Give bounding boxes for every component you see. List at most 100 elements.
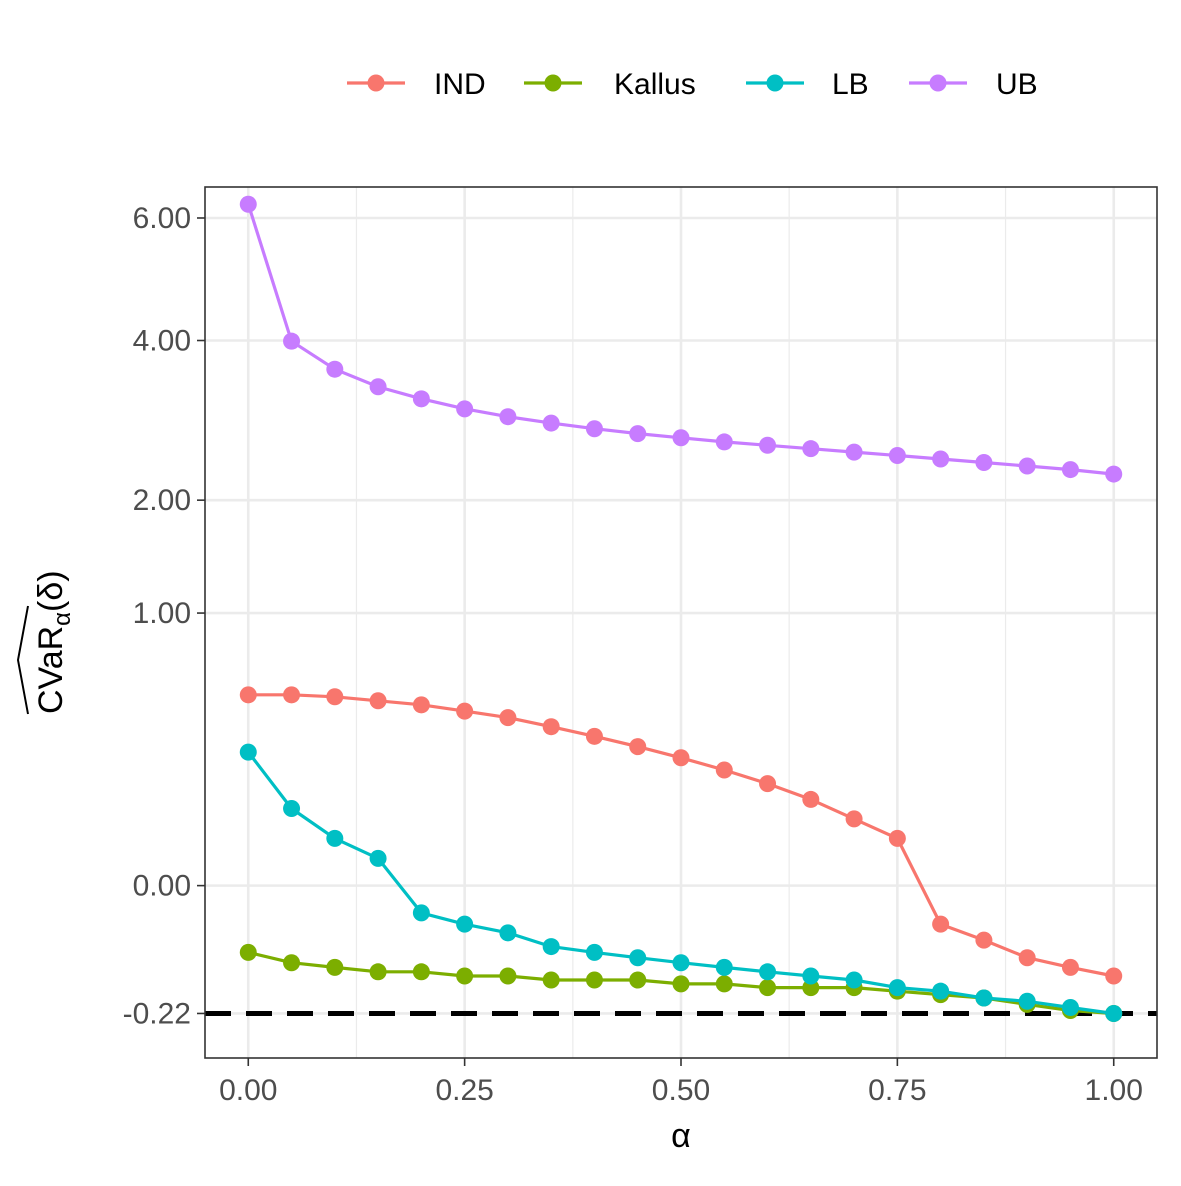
data-point-kallus (369, 963, 387, 981)
data-point-ub (1061, 461, 1079, 479)
legend-item-lb: LB (746, 68, 869, 101)
legend-item-ind: IND (347, 68, 486, 101)
x-tick-label: 0.50 (652, 1074, 710, 1107)
legend-item-ub: UB (909, 68, 1038, 101)
data-point-ind (499, 709, 517, 727)
data-point-lb (585, 943, 603, 961)
data-point-kallus (283, 954, 301, 972)
data-point-ub (456, 400, 474, 418)
data-point-ub (932, 450, 950, 468)
data-point-kallus (585, 971, 603, 989)
data-point-ub (239, 195, 257, 213)
data-point-ind (629, 738, 647, 756)
legend-key-point (544, 74, 562, 92)
data-point-lb (845, 971, 863, 989)
x-axis-title: α (671, 1117, 691, 1155)
data-point-lb (499, 924, 517, 942)
series-ind (239, 686, 1123, 985)
legend-item-kallus: Kallus (524, 68, 696, 101)
data-point-ind (369, 692, 387, 710)
data-point-lb (759, 963, 777, 981)
y-tick-label: 2.00 (133, 484, 191, 517)
x-tick-label: 0.25 (435, 1074, 493, 1107)
data-point-ind (672, 749, 690, 767)
data-point-ind (542, 718, 560, 736)
legend-label: IND (434, 68, 486, 101)
axes: 0.00 0.25 0.50 0.75 1.00 -0.22 0.00 1.00 2.00 4.0… (123, 202, 1143, 1107)
data-point-kallus (499, 967, 517, 985)
data-point-ind (1105, 967, 1123, 985)
data-point-ind (845, 810, 863, 828)
data-point-kallus (456, 967, 474, 985)
data-point-ub (672, 429, 690, 447)
data-point-ind (932, 915, 950, 933)
data-point-ub (585, 420, 603, 438)
data-point-ind (1061, 958, 1079, 976)
data-point-ub (1105, 465, 1123, 483)
legend-label: Kallus (614, 68, 696, 101)
svg-text:CVaRα(δ): CVaRα(δ) (32, 570, 76, 714)
data-point-lb (239, 743, 257, 761)
y-axis-title-argument: (δ) (32, 570, 70, 612)
data-point-lb (629, 949, 647, 967)
data-point-ub (759, 436, 777, 454)
data-point-kallus (239, 943, 257, 961)
legend-key-point (766, 74, 784, 92)
data-point-lb (672, 954, 690, 972)
data-point-lb (412, 904, 430, 922)
data-point-lb (975, 989, 993, 1007)
data-point-kallus (715, 975, 733, 993)
data-point-lb (456, 915, 474, 933)
data-point-ub (542, 414, 560, 432)
legend-label: UB (996, 68, 1038, 101)
y-axis-title-main: CVaR (32, 626, 70, 714)
data-point-ind (326, 688, 344, 706)
data-point-ub (1018, 457, 1036, 475)
y-tick-label: 4.00 (133, 325, 191, 358)
x-tick-label: 1.00 (1085, 1074, 1143, 1107)
y-axis-title-subscript: α (49, 612, 76, 626)
series-lb (239, 743, 1123, 1022)
data-point-ind (585, 727, 603, 745)
data-point-lb (715, 958, 733, 976)
data-point-lb (1061, 999, 1079, 1017)
y-axis-title: CVaRα(δ) (16, 570, 76, 715)
data-point-ind (239, 686, 257, 704)
data-point-ind (283, 686, 301, 704)
data-point-ub (802, 440, 820, 458)
legend: IND Kallus LB UB (347, 68, 1038, 101)
data-point-lb (802, 967, 820, 985)
data-point-ub (629, 425, 647, 443)
y-axis-title-hat (16, 605, 29, 715)
y-tick-label: 6.00 (133, 202, 191, 235)
data-point-lb (1018, 992, 1036, 1010)
data-point-kallus (326, 958, 344, 976)
data-point-ind (1018, 949, 1036, 967)
data-point-lb (932, 982, 950, 1000)
data-point-lb (369, 849, 387, 867)
data-point-ub (715, 433, 733, 451)
series-ub (239, 195, 1123, 483)
data-point-lb (542, 938, 560, 956)
data-point-ub (975, 453, 993, 471)
data-point-ub (326, 360, 344, 378)
series-layer (239, 195, 1123, 1022)
data-point-ind (456, 702, 474, 720)
data-point-lb (888, 979, 906, 997)
data-point-kallus (412, 963, 430, 981)
data-point-kallus (759, 979, 777, 997)
data-point-ub (283, 332, 301, 350)
data-point-ind (888, 829, 906, 847)
data-point-lb (283, 800, 301, 818)
data-point-ind (975, 931, 993, 949)
data-point-ub (499, 408, 517, 426)
data-point-ub (369, 378, 387, 396)
data-point-ub (845, 443, 863, 461)
data-point-ub (888, 447, 906, 465)
data-point-ind (802, 790, 820, 808)
legend-key-point (929, 74, 947, 92)
legend-label: LB (832, 68, 869, 101)
x-tick-label: 0.75 (868, 1074, 926, 1107)
data-point-kallus (542, 971, 560, 989)
